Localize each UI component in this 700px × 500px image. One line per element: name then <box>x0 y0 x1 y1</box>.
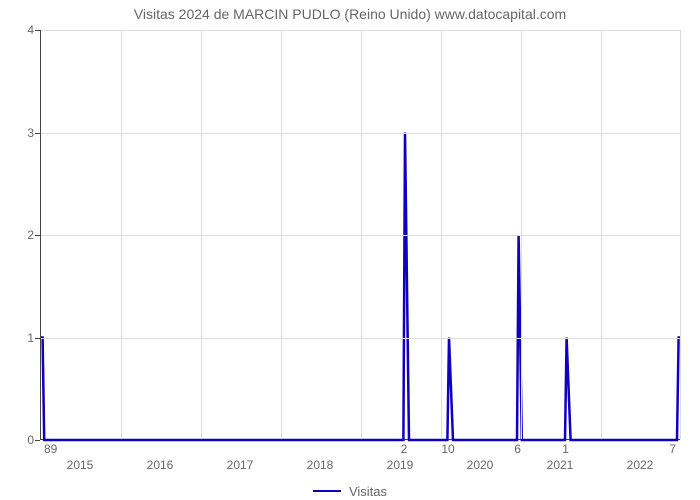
y-tick-label: 3 <box>0 126 34 140</box>
x-tick-label: 2022 <box>627 458 654 472</box>
x-tick-label: 2021 <box>547 458 574 472</box>
gridline-vertical <box>680 30 681 439</box>
chart-title: Visitas 2024 de MARCIN PUDLO (Reino Unid… <box>0 6 700 22</box>
y-tick-mark <box>35 133 40 134</box>
x-tick-label: 2017 <box>227 458 254 472</box>
data-point-label: 10 <box>441 442 454 456</box>
y-tick-label: 0 <box>0 433 34 447</box>
data-point-label: 2 <box>401 442 408 456</box>
y-tick-label: 2 <box>0 228 34 242</box>
x-tick-label: 2015 <box>67 458 94 472</box>
y-tick-label: 1 <box>0 331 34 345</box>
gridline-vertical <box>441 30 442 439</box>
y-tick-mark <box>35 30 40 31</box>
gridline-vertical <box>201 30 202 439</box>
x-tick-label: 2018 <box>307 458 334 472</box>
chart-container: Visitas 2024 de MARCIN PUDLO (Reino Unid… <box>0 0 700 500</box>
gridline-vertical <box>601 30 602 439</box>
data-point-label: 89 <box>44 442 57 456</box>
legend-label: Visitas <box>349 484 387 499</box>
data-point-label: 7 <box>669 442 676 456</box>
x-tick-label: 2016 <box>147 458 174 472</box>
legend-swatch <box>313 490 341 492</box>
y-tick-mark <box>35 440 40 441</box>
gridline-vertical <box>521 30 522 439</box>
x-tick-label: 2019 <box>387 458 414 472</box>
x-tick-label: 2020 <box>467 458 494 472</box>
y-tick-mark <box>35 235 40 236</box>
data-point-label: 6 <box>514 442 521 456</box>
gridline-vertical <box>361 30 362 439</box>
plot-area <box>40 30 680 440</box>
legend-item-visitas: Visitas <box>313 484 387 499</box>
gridline-vertical <box>281 30 282 439</box>
gridline-vertical <box>121 30 122 439</box>
y-tick-mark <box>35 338 40 339</box>
legend: Visitas <box>0 480 700 499</box>
y-tick-label: 4 <box>0 23 34 37</box>
data-point-label: 1 <box>562 442 569 456</box>
